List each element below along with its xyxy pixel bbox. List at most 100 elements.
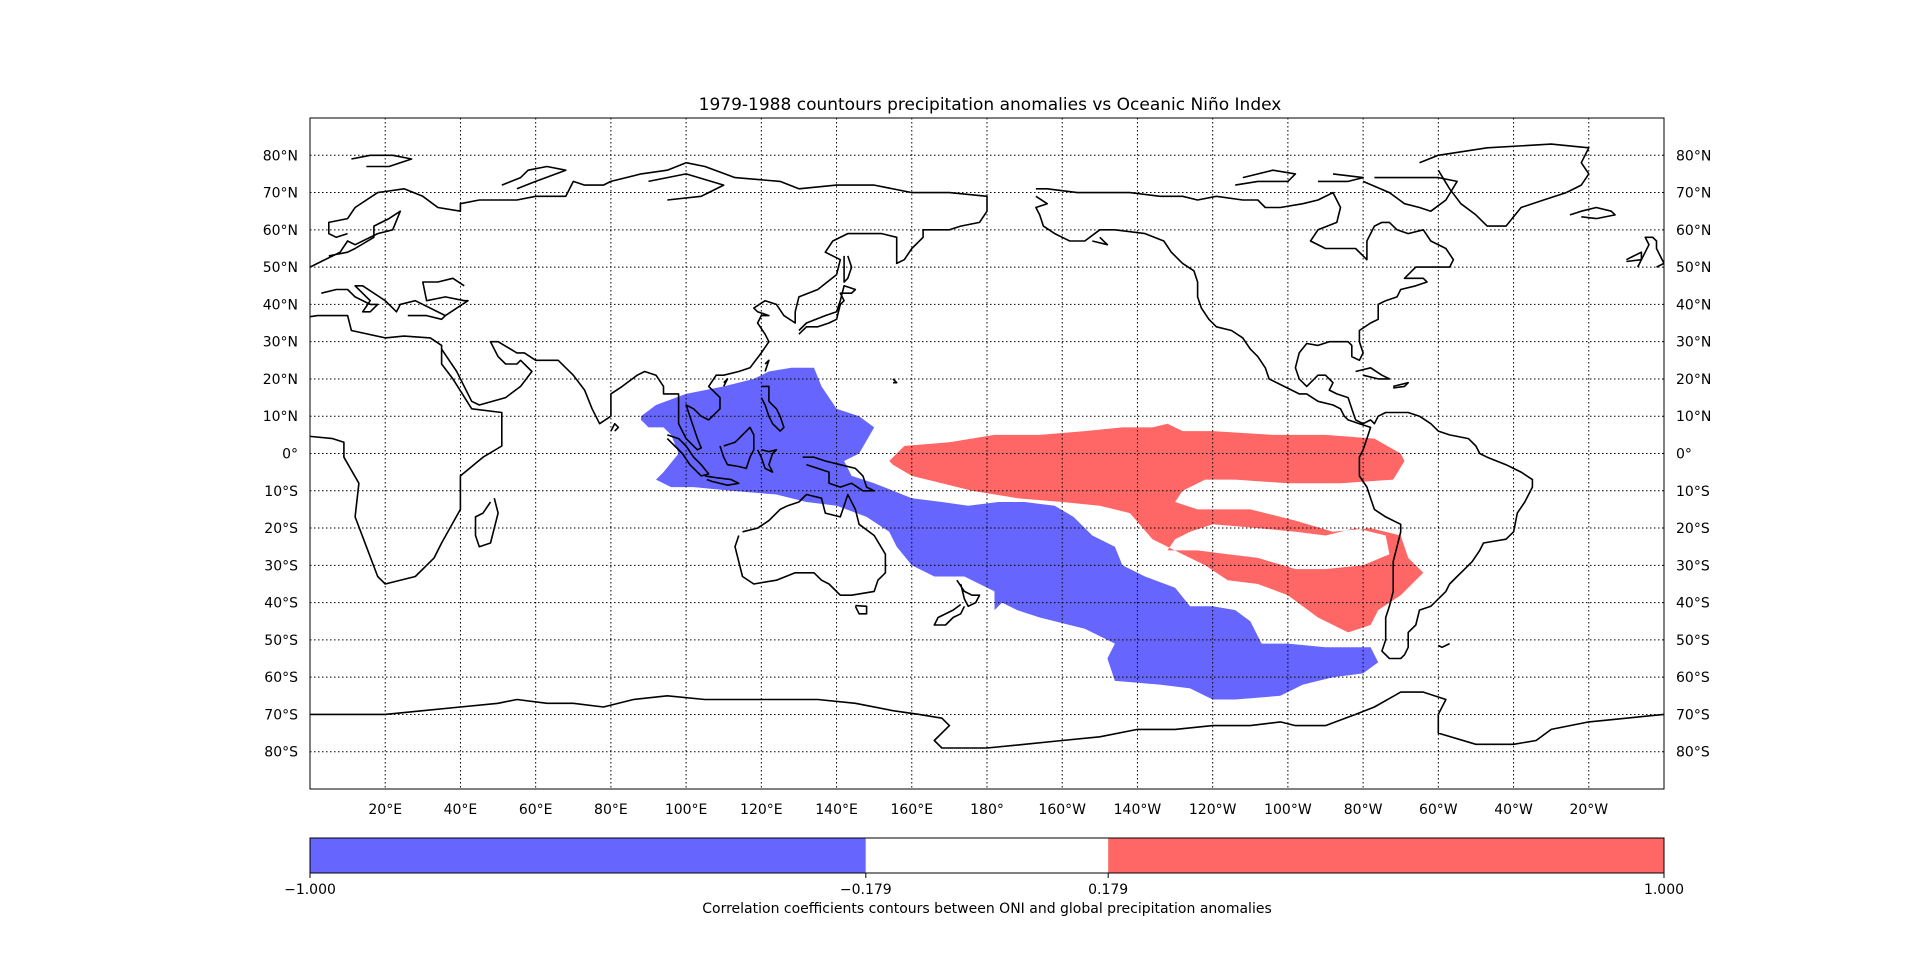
correlation-regions bbox=[641, 367, 1424, 700]
coastline bbox=[854, 604, 868, 615]
coastline bbox=[328, 161, 988, 451]
coastline bbox=[1437, 642, 1450, 649]
lat-tick-label-right: 80°N bbox=[1676, 148, 1711, 164]
lat-tick-label-left: 30°N bbox=[263, 335, 298, 351]
coastline bbox=[1362, 176, 1458, 212]
lat-tick-label-left: 60°N bbox=[263, 223, 298, 239]
coastline bbox=[474, 498, 499, 548]
coastline bbox=[719, 426, 755, 470]
graticule bbox=[310, 118, 1664, 789]
lon-tick-label: 120°E bbox=[740, 802, 783, 818]
lat-tick-label-left: 30°S bbox=[264, 558, 298, 574]
colorbar-tick-label: −1.000 bbox=[284, 882, 336, 898]
lon-tick-label: 40°E bbox=[444, 802, 478, 818]
lon-tick-label: 100°W bbox=[1264, 802, 1312, 818]
lat-tick-label-left: 20°S bbox=[264, 521, 298, 537]
coastline bbox=[734, 493, 887, 596]
lon-tick-label: 40°W bbox=[1494, 802, 1533, 818]
lat-tick-label-right: 30°N bbox=[1676, 335, 1711, 351]
coastline bbox=[422, 277, 469, 317]
coastline bbox=[1626, 251, 1643, 263]
coastline bbox=[1235, 169, 1297, 186]
lat-tick-label-right: 0° bbox=[1676, 447, 1692, 463]
colorbar-level bbox=[865, 838, 1109, 873]
colorbar-frame bbox=[309, 837, 1665, 874]
lat-tick-label-right: 70°N bbox=[1676, 186, 1711, 202]
coastline bbox=[1419, 143, 1590, 227]
coastline bbox=[1636, 236, 1664, 268]
lat-tick-label-right: 50°S bbox=[1676, 633, 1710, 649]
coastline bbox=[1092, 236, 1109, 246]
coastline bbox=[1355, 367, 1391, 380]
coastline bbox=[1318, 173, 1364, 183]
lon-tick-label: 100°E bbox=[665, 802, 708, 818]
coastline bbox=[1035, 188, 1534, 660]
colorbar-level bbox=[310, 838, 866, 873]
lat-tick-label-right: 60°N bbox=[1676, 223, 1711, 239]
lat-tick-label-right: 20°S bbox=[1676, 521, 1710, 537]
lat-tick-label-left: 80°S bbox=[264, 745, 298, 761]
lon-tick-label: 140°W bbox=[1114, 802, 1162, 818]
coastline bbox=[802, 456, 875, 492]
colorbar: −1.000 −0.179 0.179 1.000 Correlation coeff… bbox=[284, 837, 1684, 917]
coastline bbox=[722, 378, 729, 387]
lon-tick-label: 60°E bbox=[519, 802, 553, 818]
coastline bbox=[843, 255, 853, 283]
colorbar-tick-label: 1.000 bbox=[1644, 882, 1684, 898]
coastline bbox=[310, 210, 402, 269]
lon-tick-label: 160°E bbox=[890, 802, 933, 818]
lat-tick-label-left: 70°N bbox=[263, 186, 298, 202]
colorbar-tick-label: −0.179 bbox=[840, 882, 892, 898]
lon-tick-label: 60°W bbox=[1419, 802, 1458, 818]
colorbar-ticks: −1.000 −0.179 0.179 1.000 bbox=[284, 873, 1684, 898]
lat-tick-label-left: 20°N bbox=[263, 372, 298, 388]
lat-tick-label-left: 10°S bbox=[264, 484, 298, 500]
map-area bbox=[310, 118, 1664, 789]
latitude-tick-labels: 80°N 80°N 70°N 70°N 60°N 60°N 50°N 50°N 40°N 40°N… bbox=[263, 148, 1712, 760]
coastline bbox=[351, 154, 413, 168]
lat-tick-label-left: 40°S bbox=[264, 596, 298, 612]
lon-tick-label: 120°W bbox=[1189, 802, 1237, 818]
colorbar-label: Correlation coefficients contours betwee… bbox=[702, 901, 1272, 917]
coastline bbox=[666, 434, 710, 477]
lat-tick-label-left: 10°N bbox=[263, 409, 298, 425]
coastline bbox=[1569, 206, 1616, 220]
lat-tick-label-right: 10°N bbox=[1676, 409, 1711, 425]
lat-tick-label-right: 60°S bbox=[1676, 670, 1710, 686]
coastlines bbox=[310, 143, 1664, 749]
coastline bbox=[610, 422, 620, 432]
lat-tick-label-right: 20°N bbox=[1676, 372, 1711, 388]
lon-tick-label: 160°W bbox=[1038, 802, 1086, 818]
coastline bbox=[1393, 381, 1409, 389]
colorbar-level bbox=[1108, 838, 1664, 873]
lat-tick-label-left: 50°S bbox=[264, 633, 298, 649]
coastline bbox=[310, 314, 503, 585]
coastline bbox=[798, 285, 857, 335]
lat-tick-label-right: 40°S bbox=[1676, 596, 1710, 612]
lat-tick-label-left: 50°N bbox=[263, 260, 298, 276]
lat-tick-label-left: 60°S bbox=[264, 670, 298, 686]
lat-tick-label-right: 80°S bbox=[1676, 745, 1710, 761]
coastline bbox=[956, 579, 981, 608]
longitude-tick-labels: 20°E 40°E 60°E 80°E 100°E 120°E 140°E 160°E 180°… bbox=[368, 802, 1608, 818]
coastline bbox=[704, 475, 740, 486]
coastline bbox=[501, 165, 567, 190]
coastline bbox=[892, 378, 898, 384]
negative-correlation-region bbox=[641, 367, 1379, 700]
map-title: 1979-1988 countours precipitation anomal… bbox=[699, 95, 1282, 115]
coastline bbox=[756, 449, 778, 473]
lat-tick-label-right: 50°N bbox=[1676, 260, 1711, 276]
colorbar-levels bbox=[310, 838, 1664, 873]
lon-tick-label: 80°W bbox=[1344, 802, 1383, 818]
lon-tick-label: 180° bbox=[970, 802, 1004, 818]
coastline bbox=[310, 691, 1664, 749]
lon-tick-label: 20°W bbox=[1569, 802, 1608, 818]
lat-tick-label-left: 40°N bbox=[263, 297, 298, 313]
lat-tick-label-left: 0° bbox=[282, 447, 298, 463]
lat-tick-label-right: 70°S bbox=[1676, 707, 1710, 723]
colorbar-tick-label: 0.179 bbox=[1088, 882, 1128, 898]
coastline bbox=[760, 385, 785, 432]
lon-tick-label: 20°E bbox=[368, 802, 402, 818]
coastline bbox=[764, 359, 770, 372]
